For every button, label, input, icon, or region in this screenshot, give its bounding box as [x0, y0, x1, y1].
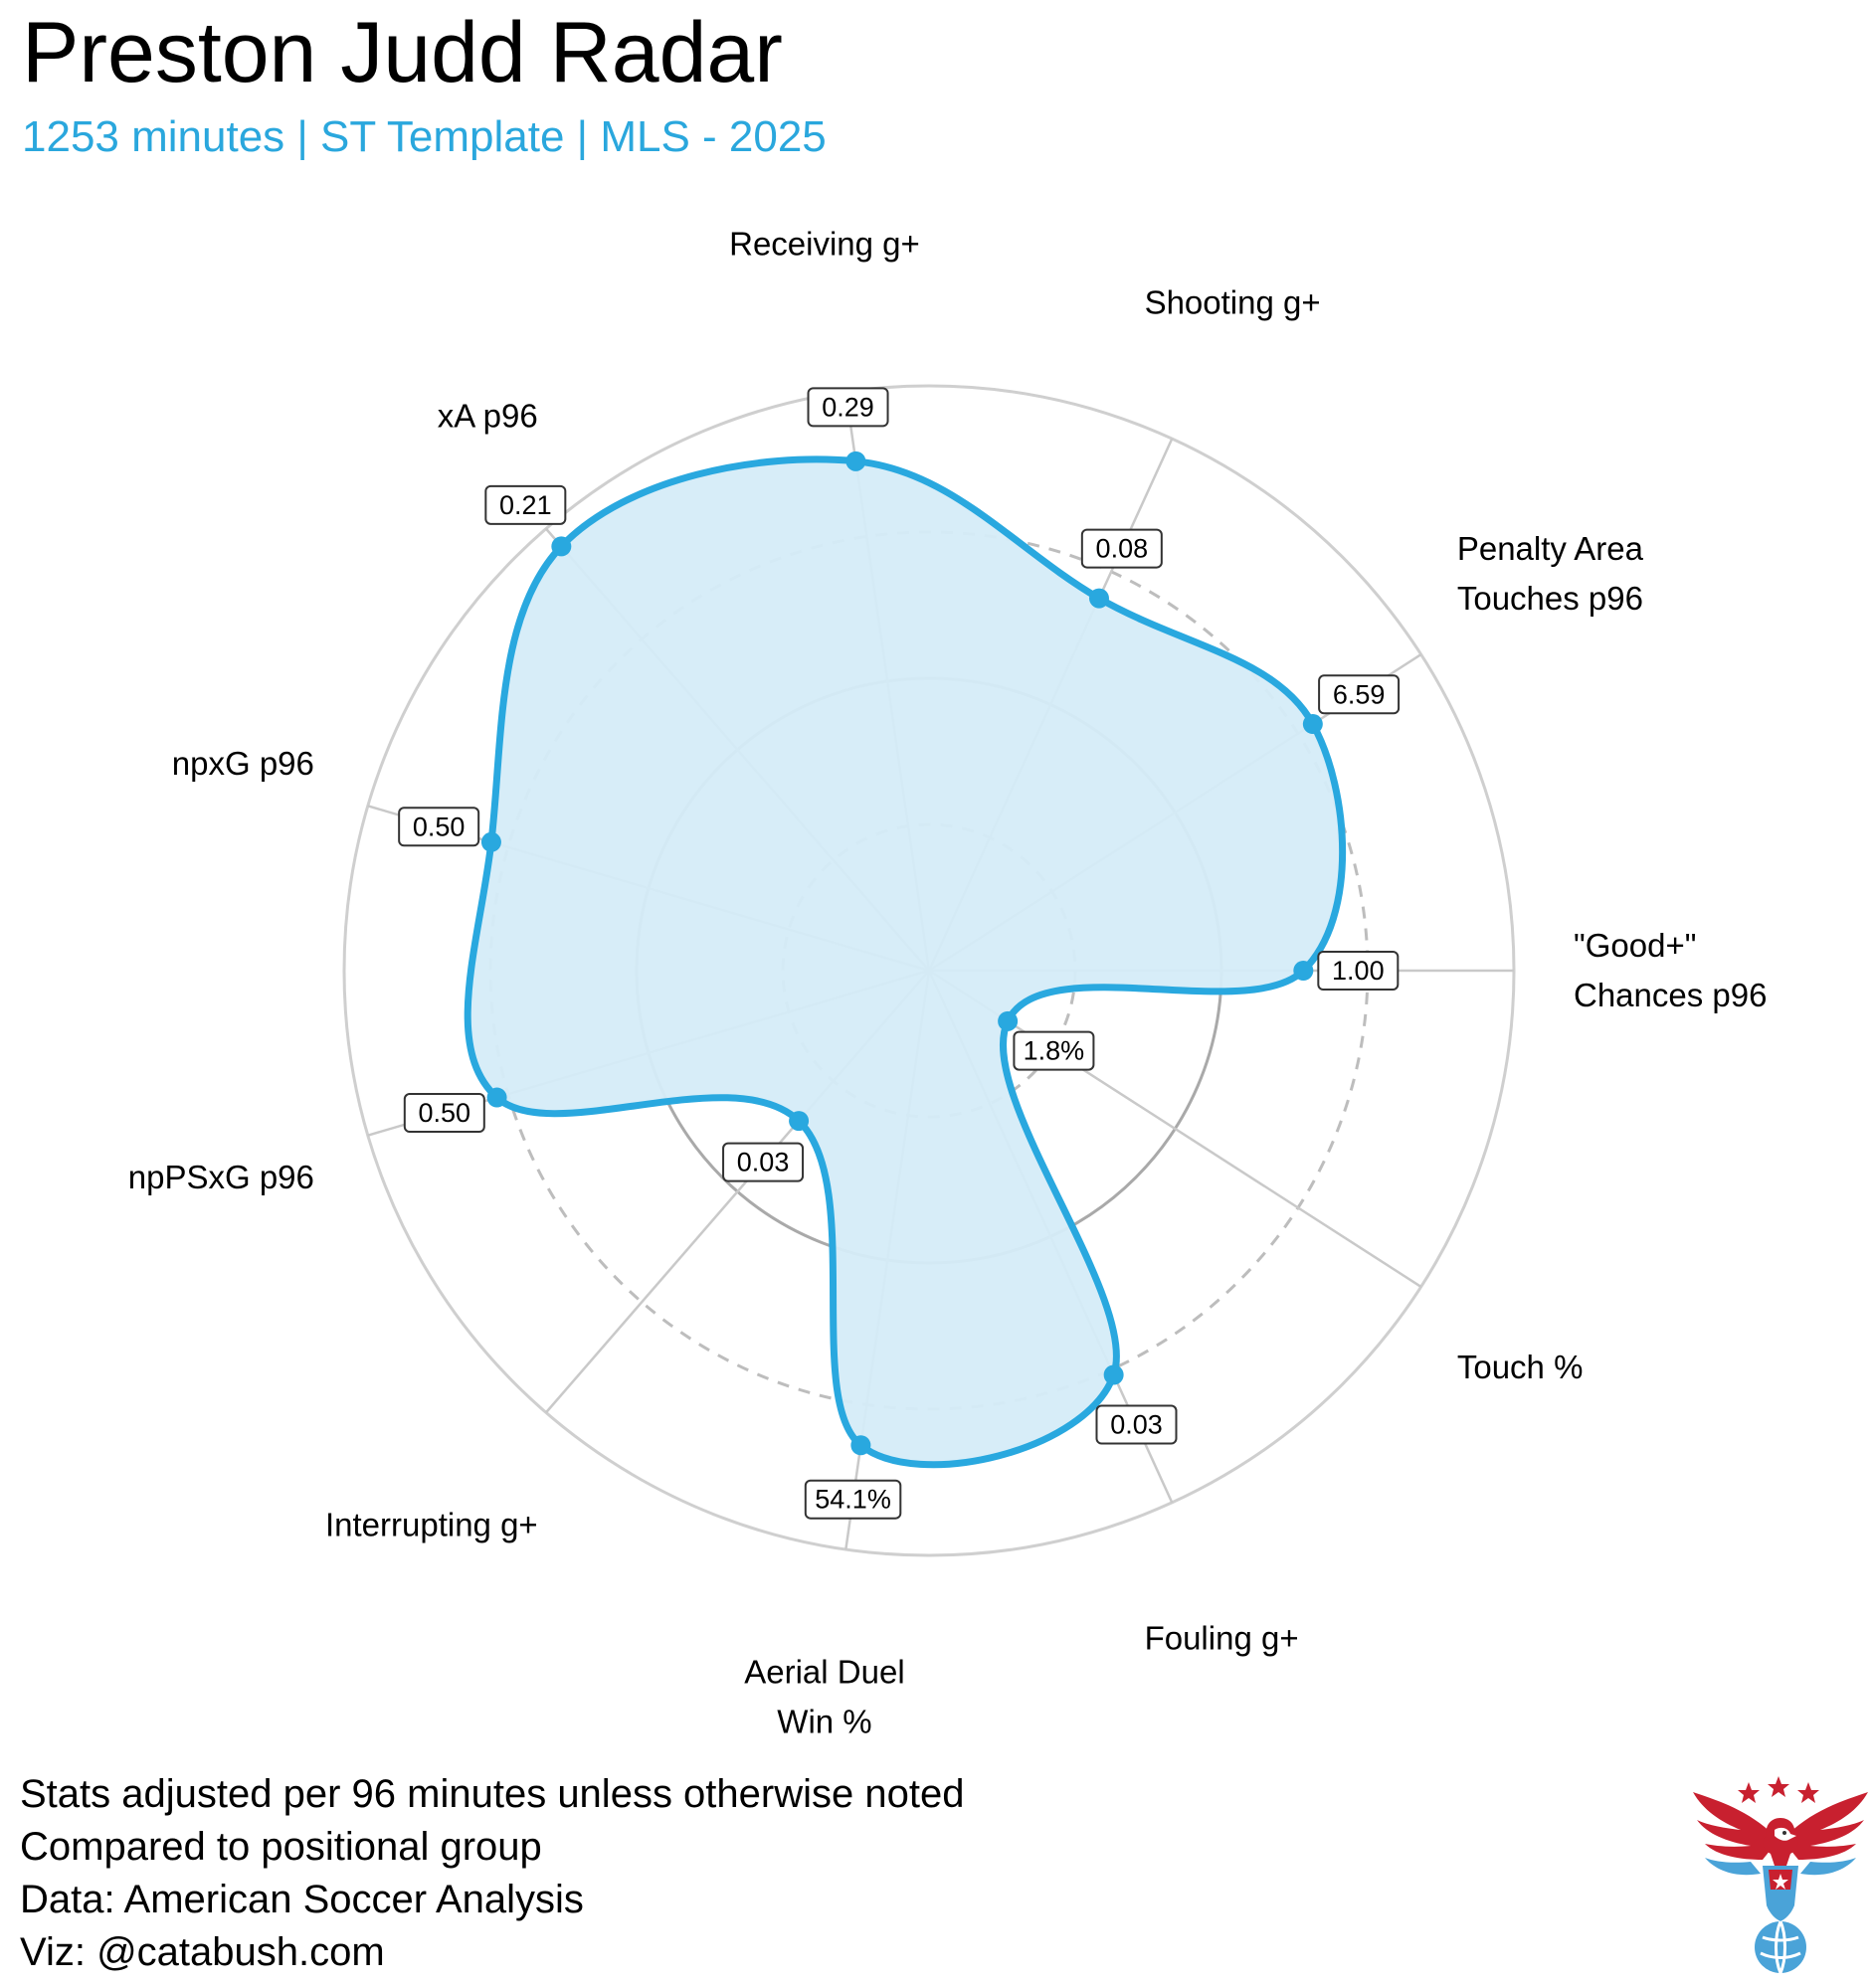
- value-label-text: 0.03: [737, 1148, 790, 1177]
- data-point: [1293, 961, 1314, 981]
- category-label: "Good+": [1574, 927, 1696, 964]
- category-label: Shooting g+: [1145, 284, 1321, 321]
- value-label-text: 1.8%: [1024, 1036, 1085, 1066]
- value-label-box: [484, 484, 567, 525]
- chart-title: Preston Judd Radar: [22, 5, 783, 100]
- category-labels: "Good+" Chances p96 Touch % Fouling g+ Aeria…: [128, 226, 1768, 1740]
- footer-line: Data: American Soccer Analysis: [20, 1878, 584, 1921]
- value-label: 0.29: [807, 387, 889, 428]
- category-label: Aerial Duel: [744, 1653, 904, 1690]
- value-label-box: [398, 807, 480, 847]
- data-point: [480, 831, 501, 852]
- radar-points: [480, 451, 1323, 1456]
- value-label-box: [1095, 1404, 1178, 1445]
- value-label-text: 0.29: [822, 392, 874, 422]
- value-label-box: [804, 1479, 902, 1520]
- value-label-text: 6.59: [1333, 679, 1386, 709]
- category-label: xA p96: [438, 397, 538, 434]
- value-labels: 1.00 1.8% 0.03 54.1% 0.03 0.50 0.50 0.21 0.29 0.0…: [398, 387, 1401, 1520]
- value-label: 0.21: [484, 484, 567, 525]
- value-label-box: [1013, 1030, 1095, 1071]
- radar-area: [464, 455, 1347, 1469]
- category-label: Receiving g+: [729, 226, 920, 263]
- value-label: 0.50: [398, 807, 480, 847]
- value-label: 54.1%: [804, 1479, 902, 1520]
- value-label-text: 0.03: [1110, 1410, 1163, 1440]
- value-label: 1.00: [1317, 951, 1400, 991]
- value-label-text: 0.21: [499, 490, 552, 520]
- value-label: 0.08: [1080, 528, 1163, 569]
- category-label: Penalty Area: [1457, 530, 1644, 567]
- category-label: Touch %: [1457, 1349, 1584, 1385]
- value-label-text: 1.00: [1332, 956, 1385, 986]
- category-label: Chances p96: [1574, 977, 1767, 1013]
- value-label: 0.03: [722, 1142, 805, 1182]
- value-label-box: [1080, 528, 1163, 569]
- data-point: [789, 1111, 810, 1132]
- value-label-box: [403, 1093, 485, 1134]
- category-label: Interrupting g+: [325, 1507, 538, 1543]
- data-point: [486, 1087, 507, 1108]
- category-label: npxG p96: [172, 745, 314, 782]
- value-label-text: 0.08: [1096, 534, 1149, 564]
- value-label-box: [807, 387, 889, 428]
- value-label-text: 54.1%: [815, 1485, 891, 1515]
- data-point: [998, 1010, 1019, 1031]
- category-label: npPSxG p96: [128, 1159, 314, 1195]
- data-point: [1103, 1364, 1124, 1385]
- value-label: 1.8%: [1013, 1030, 1095, 1071]
- data-point: [551, 536, 572, 557]
- data-point: [1302, 714, 1323, 735]
- value-label: 6.59: [1318, 674, 1401, 715]
- footer-line: Viz: @catabush.com: [20, 1930, 385, 1974]
- category-label: Touches p96: [1457, 580, 1643, 617]
- value-label-text: 0.50: [413, 812, 466, 841]
- value-label-text: 0.50: [419, 1098, 471, 1128]
- footer-line: Stats adjusted per 96 minutes unless oth…: [20, 1772, 965, 1816]
- data-point: [1088, 588, 1109, 609]
- value-label: 0.03: [1095, 1404, 1178, 1445]
- category-label: Win %: [777, 1703, 871, 1739]
- value-label-box: [1318, 674, 1401, 715]
- value-label-box: [722, 1142, 805, 1182]
- chart-subtitle: 1253 minutes | ST Template | MLS - 2025: [22, 112, 827, 161]
- data-point: [850, 1435, 871, 1456]
- value-label: 0.50: [403, 1093, 485, 1134]
- value-label-box: [1317, 951, 1400, 991]
- footer-line: Compared to positional group: [20, 1825, 542, 1869]
- radar-shape: [464, 455, 1347, 1469]
- eagle-soccer-ball-icon: [1693, 1776, 1868, 1974]
- data-point: [845, 451, 866, 471]
- category-label: Fouling g+: [1145, 1619, 1299, 1656]
- footer-notes: Stats adjusted per 96 minutes unless oth…: [20, 1768, 964, 1979]
